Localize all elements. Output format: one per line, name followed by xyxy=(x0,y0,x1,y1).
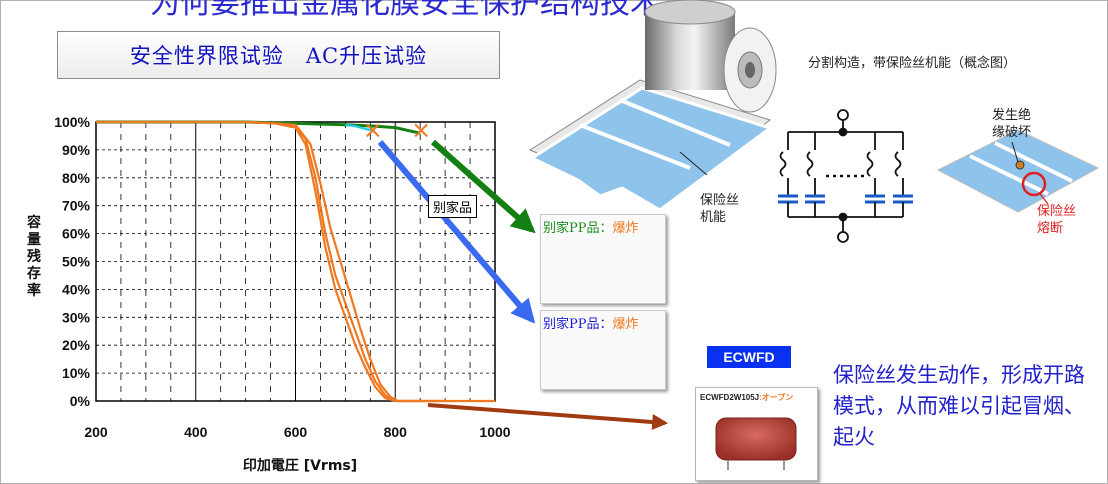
ecwfd-part-label: ECWFD2W105J:オープン xyxy=(700,392,793,403)
fuse-blown-line-1: 保险丝 xyxy=(1037,204,1077,219)
x-marker-2 xyxy=(414,123,428,138)
arrow-green xyxy=(431,139,536,234)
fuse-function-label: 保险丝 机能 xyxy=(700,192,739,226)
y-axis-label-char: 率 xyxy=(27,283,41,299)
y-tick-label: 60% xyxy=(62,226,91,242)
x-tick-label: 200 xyxy=(84,424,108,440)
x-tick-label: 600 xyxy=(284,424,308,440)
y-tick-label: 50% xyxy=(62,254,91,270)
breakdown-line-1: 发生绝 xyxy=(992,108,1032,123)
y-tick-label: 90% xyxy=(62,142,91,158)
fuse-function-line-1: 保险丝 xyxy=(700,193,740,208)
y-tick-label: 20% xyxy=(62,337,91,353)
fuse-blown-line-2: 熔断 xyxy=(1037,221,1064,236)
blown-film-illustration xyxy=(936,129,1100,213)
chart-markers xyxy=(366,123,428,138)
x-marker-1 xyxy=(366,123,380,138)
y-axis-label: 容量残存率 xyxy=(26,215,42,300)
series-line-5 xyxy=(245,120,426,403)
breakdown-line-2: 缘破坏 xyxy=(992,125,1032,140)
y-axis-label-char: 量 xyxy=(27,232,41,248)
photo-2-caption: 别家PP品：爆炸 xyxy=(543,313,639,332)
film-roll-illustration xyxy=(528,0,777,212)
fuse-description: 保险丝发生动作，形成开路模式，从而难以引起冒烟、起火 xyxy=(833,363,1085,449)
ecwfd-part-status: :オープン xyxy=(759,393,794,402)
photo-2-prefix: 别家PP品： xyxy=(543,317,613,332)
series-line-4 xyxy=(245,120,446,403)
arrow-brown xyxy=(427,403,669,431)
y-tick-label: 100% xyxy=(54,114,90,130)
y-tick-label: 30% xyxy=(62,309,91,325)
chart-series xyxy=(96,120,495,403)
x-tick-label: 400 xyxy=(184,424,208,440)
fuse-function-line-2: 机能 xyxy=(700,210,727,225)
breakdown-label: 发生绝 缘破坏 xyxy=(992,107,1031,141)
chart-title-box: 安全性界限试验 AC升压试验 xyxy=(57,31,500,79)
y-tick-label: 10% xyxy=(62,365,91,381)
y-tick-label: 40% xyxy=(62,281,91,297)
y-tick-label: 80% xyxy=(62,170,91,186)
other-company-label: 别家品 xyxy=(428,195,478,218)
x-tick-label: 1000 xyxy=(479,424,510,440)
ecwfd-badge: ECWFD xyxy=(707,346,791,368)
y-tick-labels: 0% 10% 20% 30% 40% 50% 60% 70% 80% 90% 100% xyxy=(54,114,90,409)
series-line-2 xyxy=(345,123,374,132)
fuse-blown-label: 保险丝 熔断 xyxy=(1037,203,1076,237)
concept-caption: 分割构造，带保险丝机能（概念图） xyxy=(808,56,1017,71)
ecwfd-capacitor-icon xyxy=(715,417,797,470)
ecwfd-photo: ECWFD2W105J:オープン xyxy=(695,387,818,481)
ecwfd-part-number: ECWFD2W105J xyxy=(700,393,760,402)
y-axis-label-char: 残 xyxy=(27,249,41,265)
top-title: 为何要推出金属化膜安全保护结构技术 xyxy=(150,0,660,21)
y-axis-label-char: 容 xyxy=(27,215,41,231)
photo-1-prefix: 别家PP品： xyxy=(543,221,613,236)
plot-area: 0% 10% 20% 30% 40% 50% 60% 70% 80% 90% 100% 200 400… xyxy=(54,114,511,440)
competitor-photo-2: 别家PP品：爆炸 xyxy=(540,310,666,390)
x-tick-labels: 200 400 600 800 1000 xyxy=(84,424,510,440)
y-axis-label-char: 存 xyxy=(27,266,41,282)
x-axis-label: 印加電圧 [Vrms] xyxy=(243,457,357,474)
fuse-circuit-diagram xyxy=(778,109,913,243)
y-tick-label: 70% xyxy=(62,198,91,214)
photo-1-caption: 别家PP品：爆炸 xyxy=(543,217,639,236)
y-tick-label: 0% xyxy=(70,393,91,409)
x-tick-label: 800 xyxy=(384,424,408,440)
photo-2-result: 爆炸 xyxy=(612,317,639,332)
chart-grid xyxy=(96,122,495,401)
competitor-photo-1: 别家PP品：爆炸 xyxy=(540,214,666,304)
photo-1-result: 爆炸 xyxy=(612,221,639,236)
arrow-blue xyxy=(377,140,536,324)
